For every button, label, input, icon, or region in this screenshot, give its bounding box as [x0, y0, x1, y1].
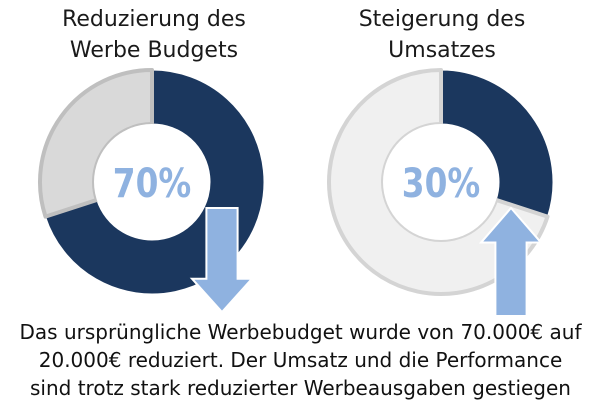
donut-chart-2: 30%	[327, 68, 554, 317]
caption-line: 20.000€ reduziert. Der Umsatz und die Pe…	[38, 348, 563, 372]
arrow-down-icon	[189, 207, 255, 314]
caption-line: sind trotz stark reduzierter Werbeausgab…	[30, 376, 571, 400]
title-line: Reduzierung des	[62, 7, 246, 32]
center-percent-label: 70%	[113, 160, 191, 207]
remainder-slice	[38, 68, 154, 219]
title-line: Werbe Budgets	[69, 38, 239, 63]
chart-title-budget: Reduzierung des Werbe Budgets	[34, 4, 274, 66]
donut-hole	[383, 124, 499, 240]
arrow-up-icon	[478, 206, 544, 317]
caption-text: Das ursprüngliche Werbebudget wurde von …	[0, 318, 601, 402]
caption-line: Das ursprüngliche Werbebudget wurde von …	[19, 320, 582, 344]
title-line: Umsatzes	[388, 38, 496, 63]
chart-title-revenue: Steigerung des Umsatzes	[322, 4, 562, 66]
donut-chart-1: 70%	[38, 68, 265, 314]
donut-hole	[94, 124, 210, 240]
center-percent-label: 30%	[402, 160, 480, 207]
title-line: Steigerung des	[358, 7, 526, 32]
